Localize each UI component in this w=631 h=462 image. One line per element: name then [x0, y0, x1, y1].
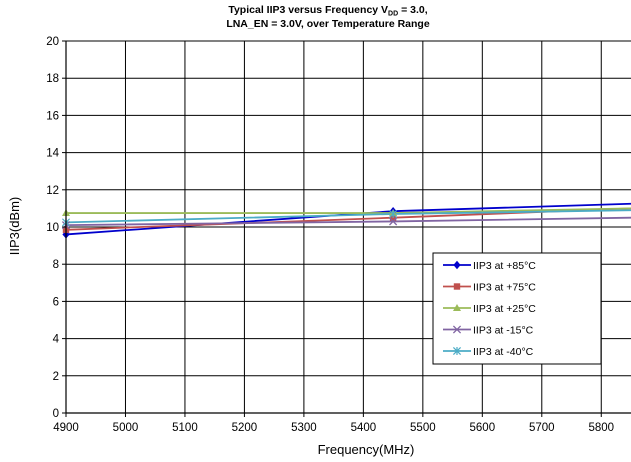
x-tick-label: 5200	[232, 422, 258, 434]
y-tick-label: 6	[53, 296, 59, 308]
legend-label-0: IIP3 at +85°C	[473, 260, 536, 272]
y-tick-label: 16	[46, 110, 59, 122]
y-tick-label: 0	[53, 408, 59, 420]
legend: IIP3 at +85°C IIP3 at +75°C IIP3 at +25°C I…	[432, 252, 602, 365]
data-point-4-1	[389, 209, 398, 219]
y-tick-label: 2	[53, 371, 59, 383]
chart-title-line-2: LNA_EN = 3.0V, over Temperature Range	[226, 18, 430, 30]
legend-label-1: IIP3 at +75°C	[473, 282, 536, 294]
y-tick-label: 18	[46, 73, 59, 85]
legend-marker-0	[453, 260, 461, 270]
x-tick-label: 5600	[470, 422, 496, 434]
y-tick-labels: 0 2 4 6 8 10 12 14 16 18 20	[46, 36, 59, 420]
series-lines	[65, 202, 631, 236]
legend-marker-2	[453, 304, 461, 311]
x-axis-label: Frequency(MHz)	[318, 442, 415, 457]
y-tick-label: 8	[53, 259, 59, 271]
y-tick-label: 20	[46, 36, 59, 48]
series-line-4	[65, 209, 631, 224]
legend-label-2: IIP3 at +25°C	[473, 303, 536, 315]
x-tick-label: 5100	[172, 422, 198, 434]
x-tick-label: 5800	[588, 422, 614, 434]
y-axis-label: IIP3(dBm)	[7, 197, 22, 256]
legend-marker-1	[453, 283, 461, 290]
legend-marker-3	[452, 325, 462, 334]
chart-title-subscript: DD	[388, 11, 398, 18]
y-tick-label: 12	[46, 185, 59, 197]
plot-frame	[62, 40, 631, 417]
chart-title-line-1: Typical IIP3 versus Frequency VDD = 3.0,	[228, 4, 427, 18]
x-tick-label: 5700	[529, 422, 555, 434]
legend-label-4: IIP3 at -40°C	[473, 346, 534, 358]
x-tick-labels: 4900 5000 5100 5200 5300 5400 5500 5600 5700 5800	[53, 422, 614, 434]
y-tick-label: 10	[46, 222, 59, 234]
x-tick-label: 5400	[351, 422, 377, 434]
legend-marker-4	[452, 346, 462, 356]
legend-label-3: IIP3 at -15°C	[473, 325, 534, 337]
x-tick-label: 5000	[113, 422, 139, 434]
data-point-3-1	[389, 217, 398, 226]
x-tick-label: 5500	[410, 422, 436, 434]
y-tick-label: 4	[53, 334, 60, 346]
x-tick-label: 5300	[291, 422, 317, 434]
y-tick-label: 14	[46, 148, 59, 160]
x-tick-label: 4900	[53, 422, 79, 434]
